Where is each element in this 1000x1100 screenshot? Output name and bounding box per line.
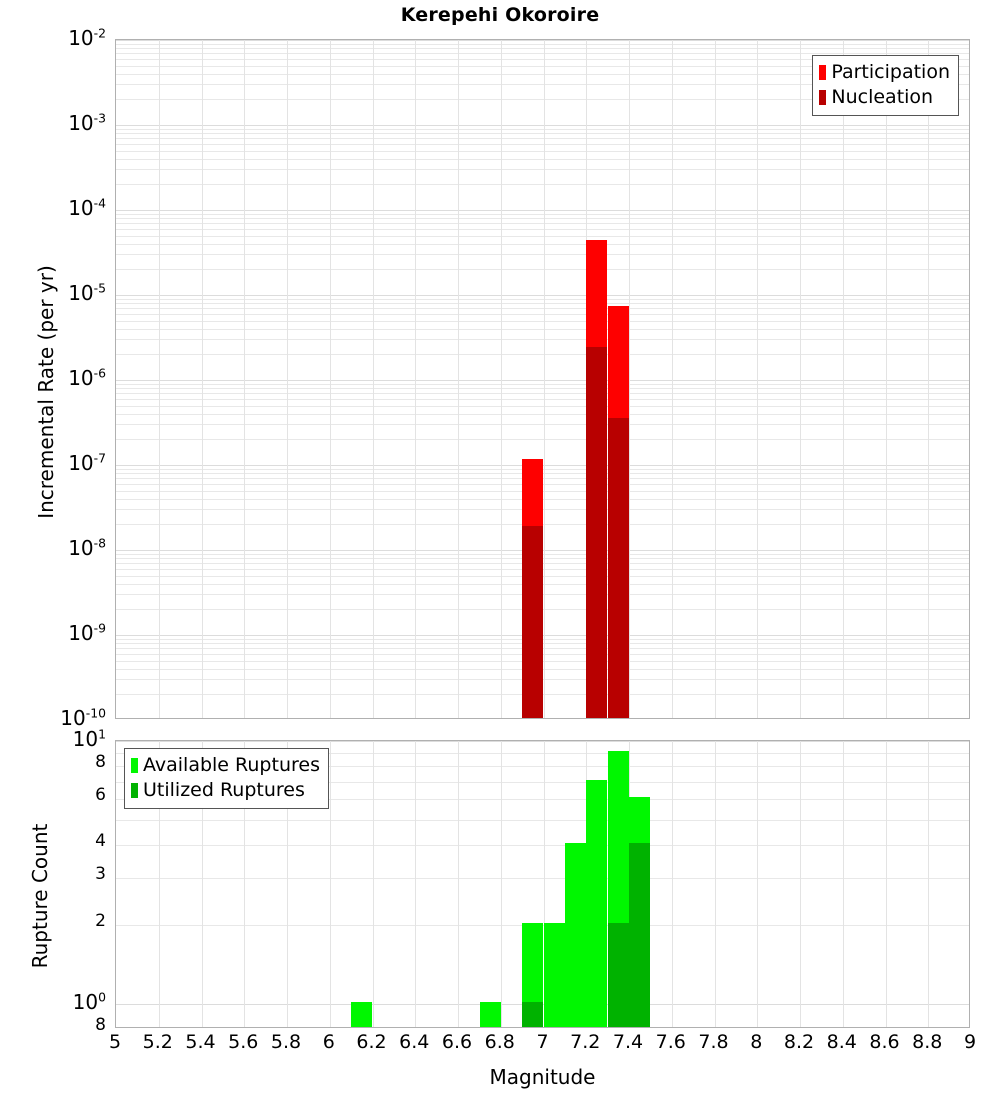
incremental-rate-plot: Participation Nucleation — [115, 39, 970, 719]
legend-label: Participation — [831, 61, 950, 83]
xaxis-tick-label: 6.8 — [484, 1031, 515, 1053]
legend-incremental-rate: Participation Nucleation — [812, 55, 959, 116]
yaxis-tick-label: 8 — [95, 1015, 106, 1035]
xaxis-tick-label: 5.2 — [142, 1031, 173, 1053]
bars-rupture-count — [116, 741, 969, 1027]
bar-available-ruptures — [586, 779, 608, 1027]
xaxis-tick-label: 8 — [750, 1031, 763, 1053]
xaxis-tick-label: 5 — [108, 1031, 122, 1053]
yaxis-tick-label: 10-6 — [68, 365, 106, 390]
yaxis-tick-label: 10-4 — [68, 195, 106, 220]
yaxis-tick-label: 10-5 — [68, 280, 106, 305]
xaxis-tick-label: 7 — [536, 1031, 549, 1053]
yaxis-tick-label: 3 — [95, 864, 106, 885]
xaxis-tick-label: 7.8 — [698, 1031, 729, 1053]
xaxis-tick-label: 8.8 — [912, 1031, 943, 1053]
bar-available-ruptures — [479, 1001, 501, 1027]
xaxis-tick-label: 7.2 — [570, 1031, 601, 1053]
legend-label: Utilized Ruptures — [143, 779, 305, 801]
xaxis-tick-label: 6.6 — [441, 1031, 473, 1053]
yaxis-title-top: Incremental Rate (per yr) — [34, 265, 58, 519]
yaxis-tick-label: 10-3 — [68, 110, 106, 135]
bar-nucleation — [586, 347, 608, 718]
xaxis-title: Magnitude — [489, 1065, 596, 1089]
yaxis-ticks-bottom: 101 8 6 4 3 2 100 8 — [8, 700, 108, 1080]
yaxis-tick-label: 10-9 — [68, 620, 106, 645]
yaxis-tick-label: 4 — [95, 831, 106, 852]
legend-swatch-icon — [819, 65, 827, 80]
yaxis-tick-label: 6 — [95, 785, 106, 806]
bar-available-ruptures — [351, 1001, 373, 1027]
xaxis-tick-label: 8.2 — [783, 1031, 815, 1053]
yaxis-tick-label: 8 — [95, 752, 106, 773]
yaxis-tick-label: 10-7 — [68, 450, 106, 475]
legend-rupture-count: Available Ruptures Utilized Ruptures — [124, 748, 329, 809]
xaxis-tick-label: 9 — [963, 1031, 977, 1053]
xaxis-tick-label: 7.4 — [612, 1031, 644, 1053]
bar-available-ruptures — [565, 843, 587, 1027]
yaxis-tick-label: 100 — [72, 988, 106, 1014]
yaxis-ticks-top: 10-2 10-3 10-4 10-5 10-6 10-7 10-8 10-9 10-10 — [8, 0, 108, 760]
xaxis-tick-label: 5.6 — [228, 1031, 259, 1053]
legend-swatch-icon — [819, 90, 827, 105]
xaxis-tick-label: 8.4 — [826, 1031, 857, 1053]
xaxis-tick-label: 6.2 — [356, 1031, 387, 1053]
xaxis-tick-label: 6 — [322, 1031, 335, 1053]
bar-available-ruptures — [522, 922, 544, 1027]
rupture-count-plot: Available Ruptures Utilized Ruptures — [115, 740, 970, 1028]
legend-label: Available Ruptures — [143, 754, 320, 776]
bar-utilized-ruptures — [629, 843, 651, 1027]
xaxis-tick-label: 8.6 — [869, 1031, 900, 1053]
legend-swatch-icon — [131, 783, 138, 798]
yaxis-tick-label: 2 — [95, 910, 106, 931]
bar-utilized-ruptures — [522, 1001, 544, 1027]
xaxis-tick-label: 6.4 — [399, 1031, 430, 1053]
legend-label: Nucleation — [831, 86, 934, 108]
bar-nucleation — [522, 526, 544, 718]
xaxis-tick-label: 5.4 — [185, 1031, 216, 1053]
legend-item[interactable]: Utilized Ruptures — [131, 778, 320, 803]
yaxis-tick-label: 10-10 — [60, 705, 106, 730]
xaxis-tick-label: 7.6 — [655, 1031, 686, 1053]
yaxis-tick-label: 101 — [72, 726, 106, 751]
xaxis-tick-label: 5.8 — [270, 1031, 302, 1053]
bars-incremental-rate — [116, 40, 969, 718]
legend-swatch-icon — [131, 758, 138, 773]
legend-item[interactable]: Nucleation — [819, 85, 950, 110]
legend-item[interactable]: Participation — [819, 60, 950, 85]
bar-available-ruptures — [543, 922, 565, 1027]
yaxis-tick-label: 10-8 — [68, 535, 106, 560]
bar-utilized-ruptures — [607, 922, 629, 1027]
legend-item[interactable]: Available Ruptures — [131, 753, 320, 778]
yaxis-tick-label: 10-2 — [68, 25, 106, 50]
bar-nucleation — [607, 417, 629, 718]
page-title: Kerepehi Okoroire — [400, 4, 600, 26]
yaxis-title-bottom: Rupture Count — [28, 823, 52, 969]
